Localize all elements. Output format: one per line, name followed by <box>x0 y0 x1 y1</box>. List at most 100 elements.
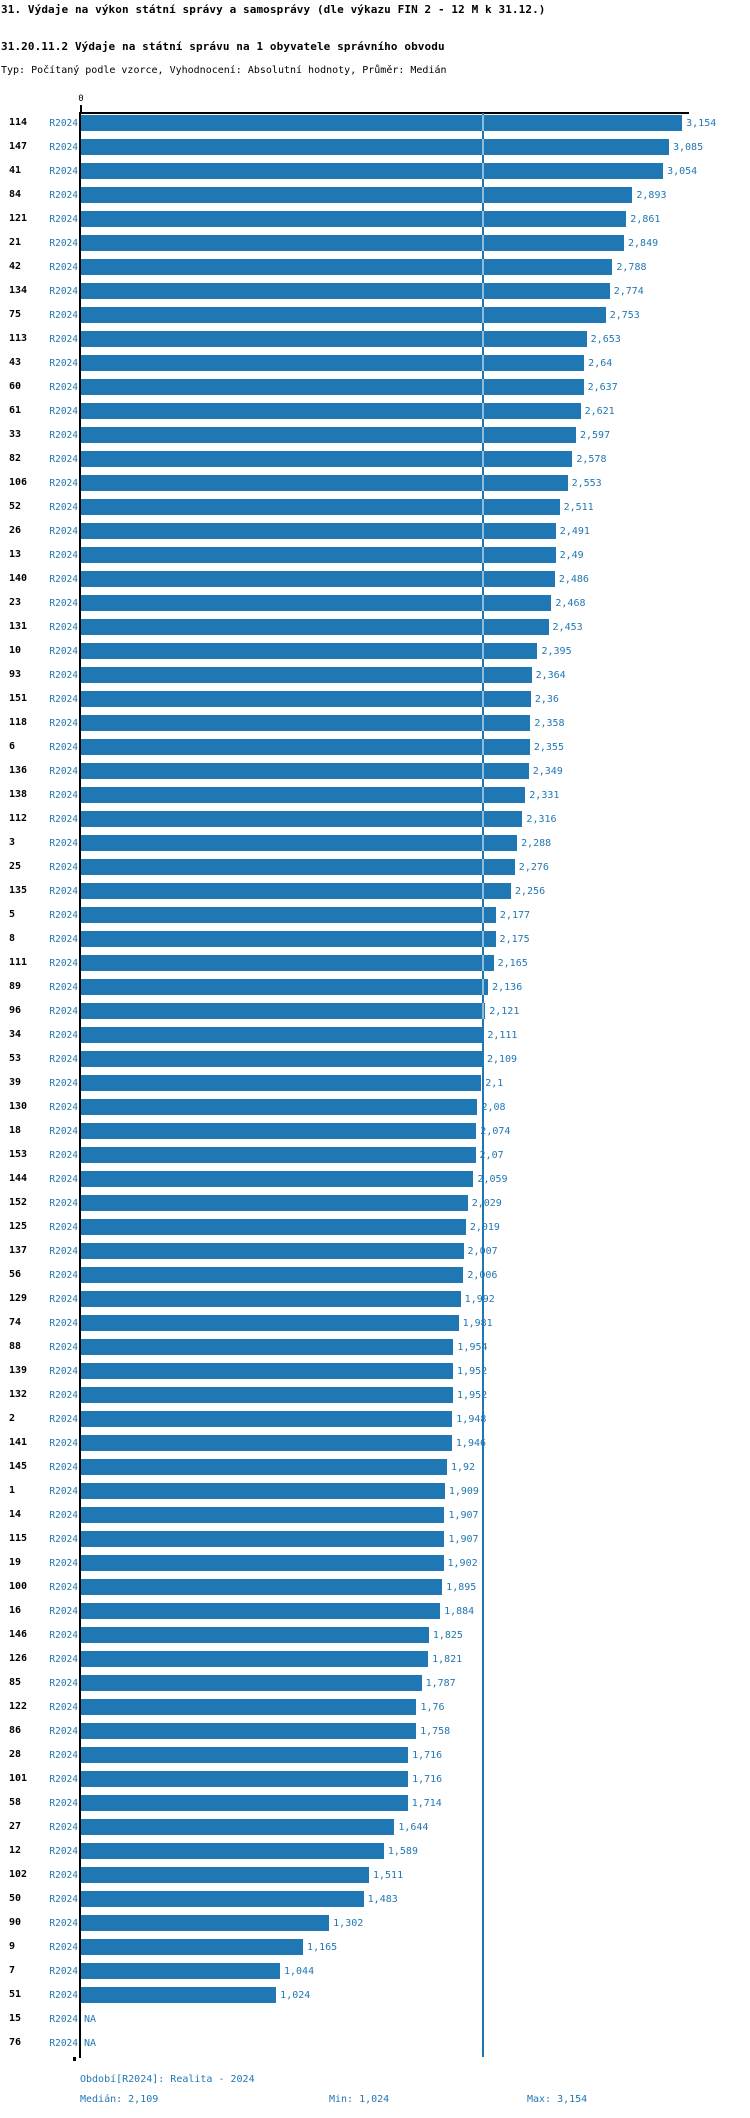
bar-value-label: 2,07 <box>479 1150 504 1161</box>
bar <box>81 1195 468 1211</box>
bar <box>81 811 523 827</box>
row-period-label: R2024 <box>49 1678 78 1689</box>
bar-value-label: 2,491 <box>559 526 590 537</box>
bar-value-label: 2,621 <box>584 406 615 417</box>
row-category-label: 130 <box>9 1101 28 1112</box>
row-category-label: 152 <box>9 1197 28 1208</box>
bar-value-label: 2,36 <box>534 694 559 705</box>
bar <box>81 1363 454 1379</box>
row-category-label: 60 <box>9 381 22 392</box>
median-line-over-bar <box>482 859 484 875</box>
median-line-over-bar <box>482 667 484 683</box>
bar-value-label: 2,355 <box>533 742 564 753</box>
row-category-label: 25 <box>9 861 22 872</box>
row-category-label: 9 <box>9 1941 16 1952</box>
bar-value-label: 1,821 <box>432 1654 463 1665</box>
row-category-label: 5 <box>9 909 16 920</box>
median-line-over-bar <box>482 715 484 731</box>
bar-value-label: 2,893 <box>636 190 667 201</box>
row-category-label: 147 <box>9 141 28 152</box>
row-period-label: R2024 <box>49 1462 78 1473</box>
row-category-label: 118 <box>9 717 28 728</box>
bar-value-label: 2,019 <box>469 1222 500 1233</box>
median-line-over-bar <box>482 283 484 299</box>
bar-value-label: 2,64 <box>588 358 613 369</box>
bar-value-label: 2,165 <box>497 958 528 969</box>
bar <box>81 955 494 971</box>
row-category-label: 144 <box>9 1173 28 1184</box>
row-category-label: 51 <box>9 1989 22 2000</box>
median-line-over-bar <box>482 403 484 419</box>
bar-value-label: 2,637 <box>587 382 618 393</box>
row-category-label: 153 <box>9 1149 28 1160</box>
row-category-label: 39 <box>9 1077 22 1088</box>
bar-value-label: 1,483 <box>367 1894 398 1905</box>
footer-min: Min: 1,024 <box>329 2094 390 2105</box>
bar-value-label: 2,276 <box>518 862 549 873</box>
bar-value-label: 1,511 <box>372 1870 404 1881</box>
row-category-label: 93 <box>9 669 22 680</box>
row-period-label: R2024 <box>49 190 78 201</box>
bar-value-label: 2,316 <box>526 814 557 825</box>
bar-value-label: 1,946 <box>455 1438 487 1449</box>
median-line-over-bar <box>482 355 484 371</box>
row-period-label: R2024 <box>49 1174 78 1185</box>
bar <box>81 1675 422 1691</box>
row-period-label: R2024 <box>49 790 78 801</box>
row-period-label: R2024 <box>49 1990 78 2001</box>
bar-value-label: 2,486 <box>558 574 589 585</box>
row-period-label: R2024 <box>49 862 78 873</box>
median-line-over-bar <box>482 427 484 443</box>
row-category-label: 1 <box>9 1485 16 1496</box>
bar-value-label: 1,787 <box>425 1678 456 1689</box>
bar <box>81 1867 369 1883</box>
bar <box>81 331 587 347</box>
row-category-label: 75 <box>9 309 22 320</box>
row-category-label: 146 <box>9 1629 28 1640</box>
axis-spine-left <box>79 112 81 2058</box>
bar <box>81 1387 454 1403</box>
bar-value-label: 1,907 <box>448 1534 479 1545</box>
row-period-label: R2024 <box>49 214 78 225</box>
row-period-label: R2024 <box>49 1798 78 1809</box>
bar-value-label: 1,92 <box>450 1462 476 1473</box>
row-period-label: R2024 <box>49 814 78 825</box>
row-category-label: 140 <box>9 573 28 584</box>
row-period-label: R2024 <box>49 766 78 777</box>
x-axis-zero-tick-label: 0 <box>78 94 84 104</box>
bar <box>81 283 610 299</box>
row-period-label: R2024 <box>49 2014 78 2025</box>
bar-value-label: 2,364 <box>535 670 566 681</box>
bar <box>81 907 496 923</box>
row-category-label: 122 <box>9 1701 28 1712</box>
median-line-over-bar <box>482 235 484 251</box>
median-line-over-bar <box>482 523 484 539</box>
row-category-label: 137 <box>9 1245 28 1256</box>
row-category-label: 43 <box>9 357 22 368</box>
row-category-label: 23 <box>9 597 22 608</box>
bar <box>81 1699 417 1715</box>
row-period-label: R2024 <box>49 1582 78 1593</box>
median-line-over-bar <box>482 163 484 179</box>
bar <box>81 1747 409 1763</box>
row-period-label: R2024 <box>49 1366 78 1377</box>
bar-value-na-label: NA <box>84 2038 97 2049</box>
bar-value-label: 2,136 <box>492 982 523 993</box>
row-period-label: R2024 <box>49 622 78 633</box>
bar-value-label: 1,024 <box>280 1990 311 2001</box>
bar <box>81 1771 409 1787</box>
row-category-label: 115 <box>9 1533 28 1544</box>
row-period-label: R2024 <box>49 166 78 177</box>
bar-value-label: 2,08 <box>481 1102 506 1113</box>
bar <box>81 1243 464 1259</box>
bar-value-label: 2,597 <box>579 430 611 441</box>
row-category-label: 16 <box>9 1605 22 1616</box>
row-category-label: 21 <box>9 237 22 248</box>
bar <box>81 883 511 899</box>
bar <box>81 787 526 803</box>
bar-value-label: 2,849 <box>628 238 659 249</box>
row-period-label: R2024 <box>49 406 78 417</box>
row-period-label: R2024 <box>49 1486 78 1497</box>
row-period-label: R2024 <box>49 1438 78 1449</box>
bar <box>81 403 581 419</box>
